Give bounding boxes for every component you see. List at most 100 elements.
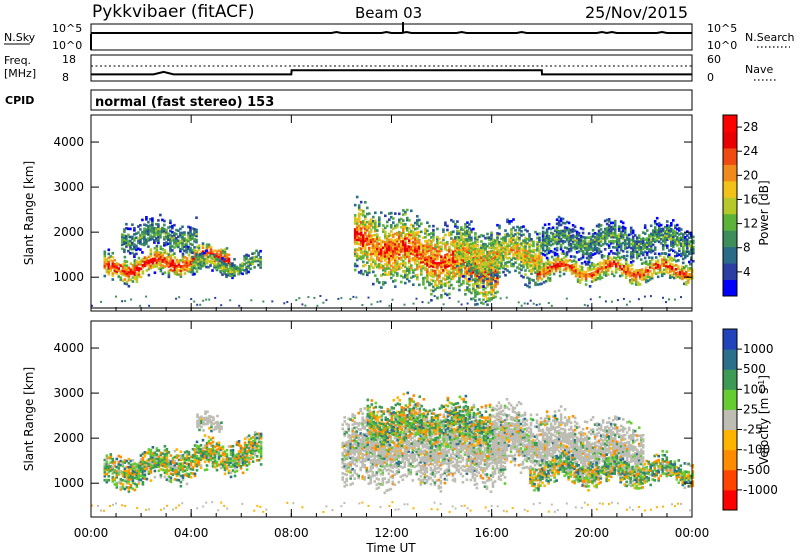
echo-cell [366, 226, 369, 230]
echo-cell [139, 248, 142, 251]
echo-cell [424, 248, 427, 251]
echo-cell [191, 237, 194, 240]
echo-cell [532, 256, 535, 260]
echo-cell [145, 451, 149, 455]
echo-cell [633, 248, 637, 251]
echo-cell [516, 231, 519, 235]
echo-cell [418, 247, 421, 250]
echo-cell [410, 233, 413, 237]
echo-cell [247, 266, 250, 270]
echo-cell [390, 276, 393, 280]
echo-cell [426, 233, 429, 237]
echo-cell [677, 271, 680, 274]
echo-cell [364, 229, 367, 233]
echo-cell [545, 248, 549, 252]
echo-cell [374, 227, 377, 231]
nsky-series [91, 30, 692, 35]
echo-cell [181, 456, 185, 459]
echo-cell [229, 475, 233, 479]
echo-cell [660, 252, 664, 255]
echo-cell [386, 273, 389, 277]
echo-cell [676, 240, 679, 243]
echo-cell [480, 281, 483, 284]
echo-cell [625, 250, 629, 254]
echo-cell [215, 257, 218, 260]
echo-cell [183, 260, 187, 263]
echo-cell [165, 229, 168, 232]
echo-cell [189, 230, 192, 234]
echo-cell [426, 274, 429, 277]
echo-cell [173, 270, 177, 274]
echo-cell [685, 274, 688, 278]
echo-cell [607, 240, 611, 243]
echo-cell [452, 220, 455, 223]
echo-cell [571, 234, 575, 237]
freq-tick-low: 8 [62, 71, 69, 84]
echo-cell [195, 228, 198, 232]
echo-cell [536, 269, 539, 272]
echo-cell [522, 249, 525, 253]
echo-cell [470, 242, 473, 246]
echo-cell [404, 265, 407, 269]
echo-cell [620, 255, 624, 259]
echo-cell [432, 275, 435, 279]
echo-cell [618, 258, 622, 262]
echo-cell [189, 234, 192, 238]
echo-cell [653, 230, 657, 233]
echo-cell [641, 253, 645, 257]
echo-cell [390, 242, 393, 245]
echo-cell [613, 252, 617, 255]
echo-cell [460, 228, 463, 231]
echo-cell [564, 259, 568, 262]
echo-cell [177, 265, 181, 268]
echo-cell [474, 255, 477, 259]
echo-cell [185, 263, 189, 266]
echo-cell [233, 258, 236, 261]
echo-cell [420, 222, 423, 226]
echo-cell [587, 232, 591, 235]
echo-cell [390, 258, 393, 262]
echo-cell [157, 225, 160, 228]
echo-cell [629, 226, 633, 230]
echo-cell [666, 226, 669, 229]
echo-cell [123, 459, 127, 462]
echo-cell [456, 270, 459, 273]
echo-cell [161, 258, 165, 261]
echo-cell [575, 232, 579, 236]
echo-cell [418, 224, 421, 228]
echo-cell [219, 460, 223, 464]
echo-cell [478, 249, 481, 253]
echo-cell [372, 238, 375, 241]
echo-cell [492, 256, 495, 260]
echo-cell [147, 460, 151, 463]
echo-cell [223, 254, 227, 258]
echo-cell [205, 255, 209, 259]
echo-cell [167, 271, 171, 275]
echo-cell [169, 233, 172, 237]
echo-cell [135, 278, 139, 282]
echo-cell [518, 253, 521, 256]
echo-cell [378, 256, 381, 260]
echo-cell [153, 251, 157, 254]
echo-cell [414, 268, 417, 271]
echo-cell [143, 471, 147, 474]
echo-cell [111, 255, 115, 259]
echo-cell [253, 255, 256, 259]
echo-cell [553, 253, 557, 257]
echo-cell [157, 237, 160, 241]
echo-cell [502, 238, 505, 242]
echo-cell [362, 224, 365, 227]
echo-cell [121, 237, 124, 241]
echo-cell [153, 231, 156, 234]
echo-cell [637, 236, 641, 240]
echo-cell [520, 244, 523, 247]
echo-cell [460, 244, 463, 248]
echo-cell [536, 247, 539, 250]
echo-cell [597, 247, 601, 251]
echo-cell [504, 241, 507, 245]
echo-cell [603, 219, 607, 223]
echo-cell [682, 257, 685, 261]
echo-cell [197, 262, 200, 265]
echo-cell [119, 469, 123, 473]
echo-cell [547, 222, 551, 226]
